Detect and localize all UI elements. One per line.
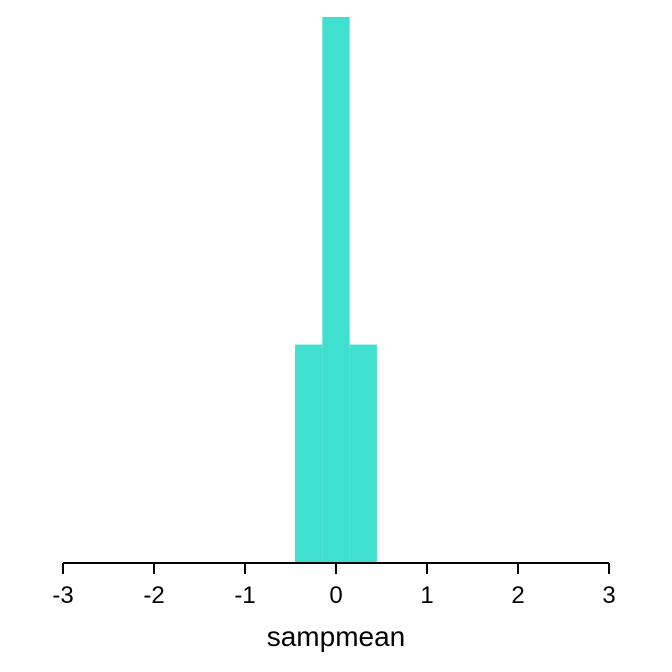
- x-tick-label-5: 2: [511, 582, 524, 609]
- x-tick-label-3: 0: [329, 582, 342, 609]
- x-tick-label-2: -1: [234, 582, 255, 609]
- x-tick-label-6: 3: [602, 582, 615, 609]
- histogram-bar-0: [295, 344, 323, 563]
- histogram-bar-1: [322, 17, 350, 563]
- histogram-bars: [295, 17, 377, 563]
- x-tick-label-1: -2: [143, 582, 164, 609]
- x-tick-label-4: 1: [420, 582, 433, 609]
- x-axis-title: sampmean: [267, 621, 406, 652]
- x-tick-label-0: -3: [52, 582, 73, 609]
- x-axis-ticks: -3 -2 -1 0 1 2 3: [52, 563, 616, 609]
- histogram-bar-2: [349, 344, 377, 563]
